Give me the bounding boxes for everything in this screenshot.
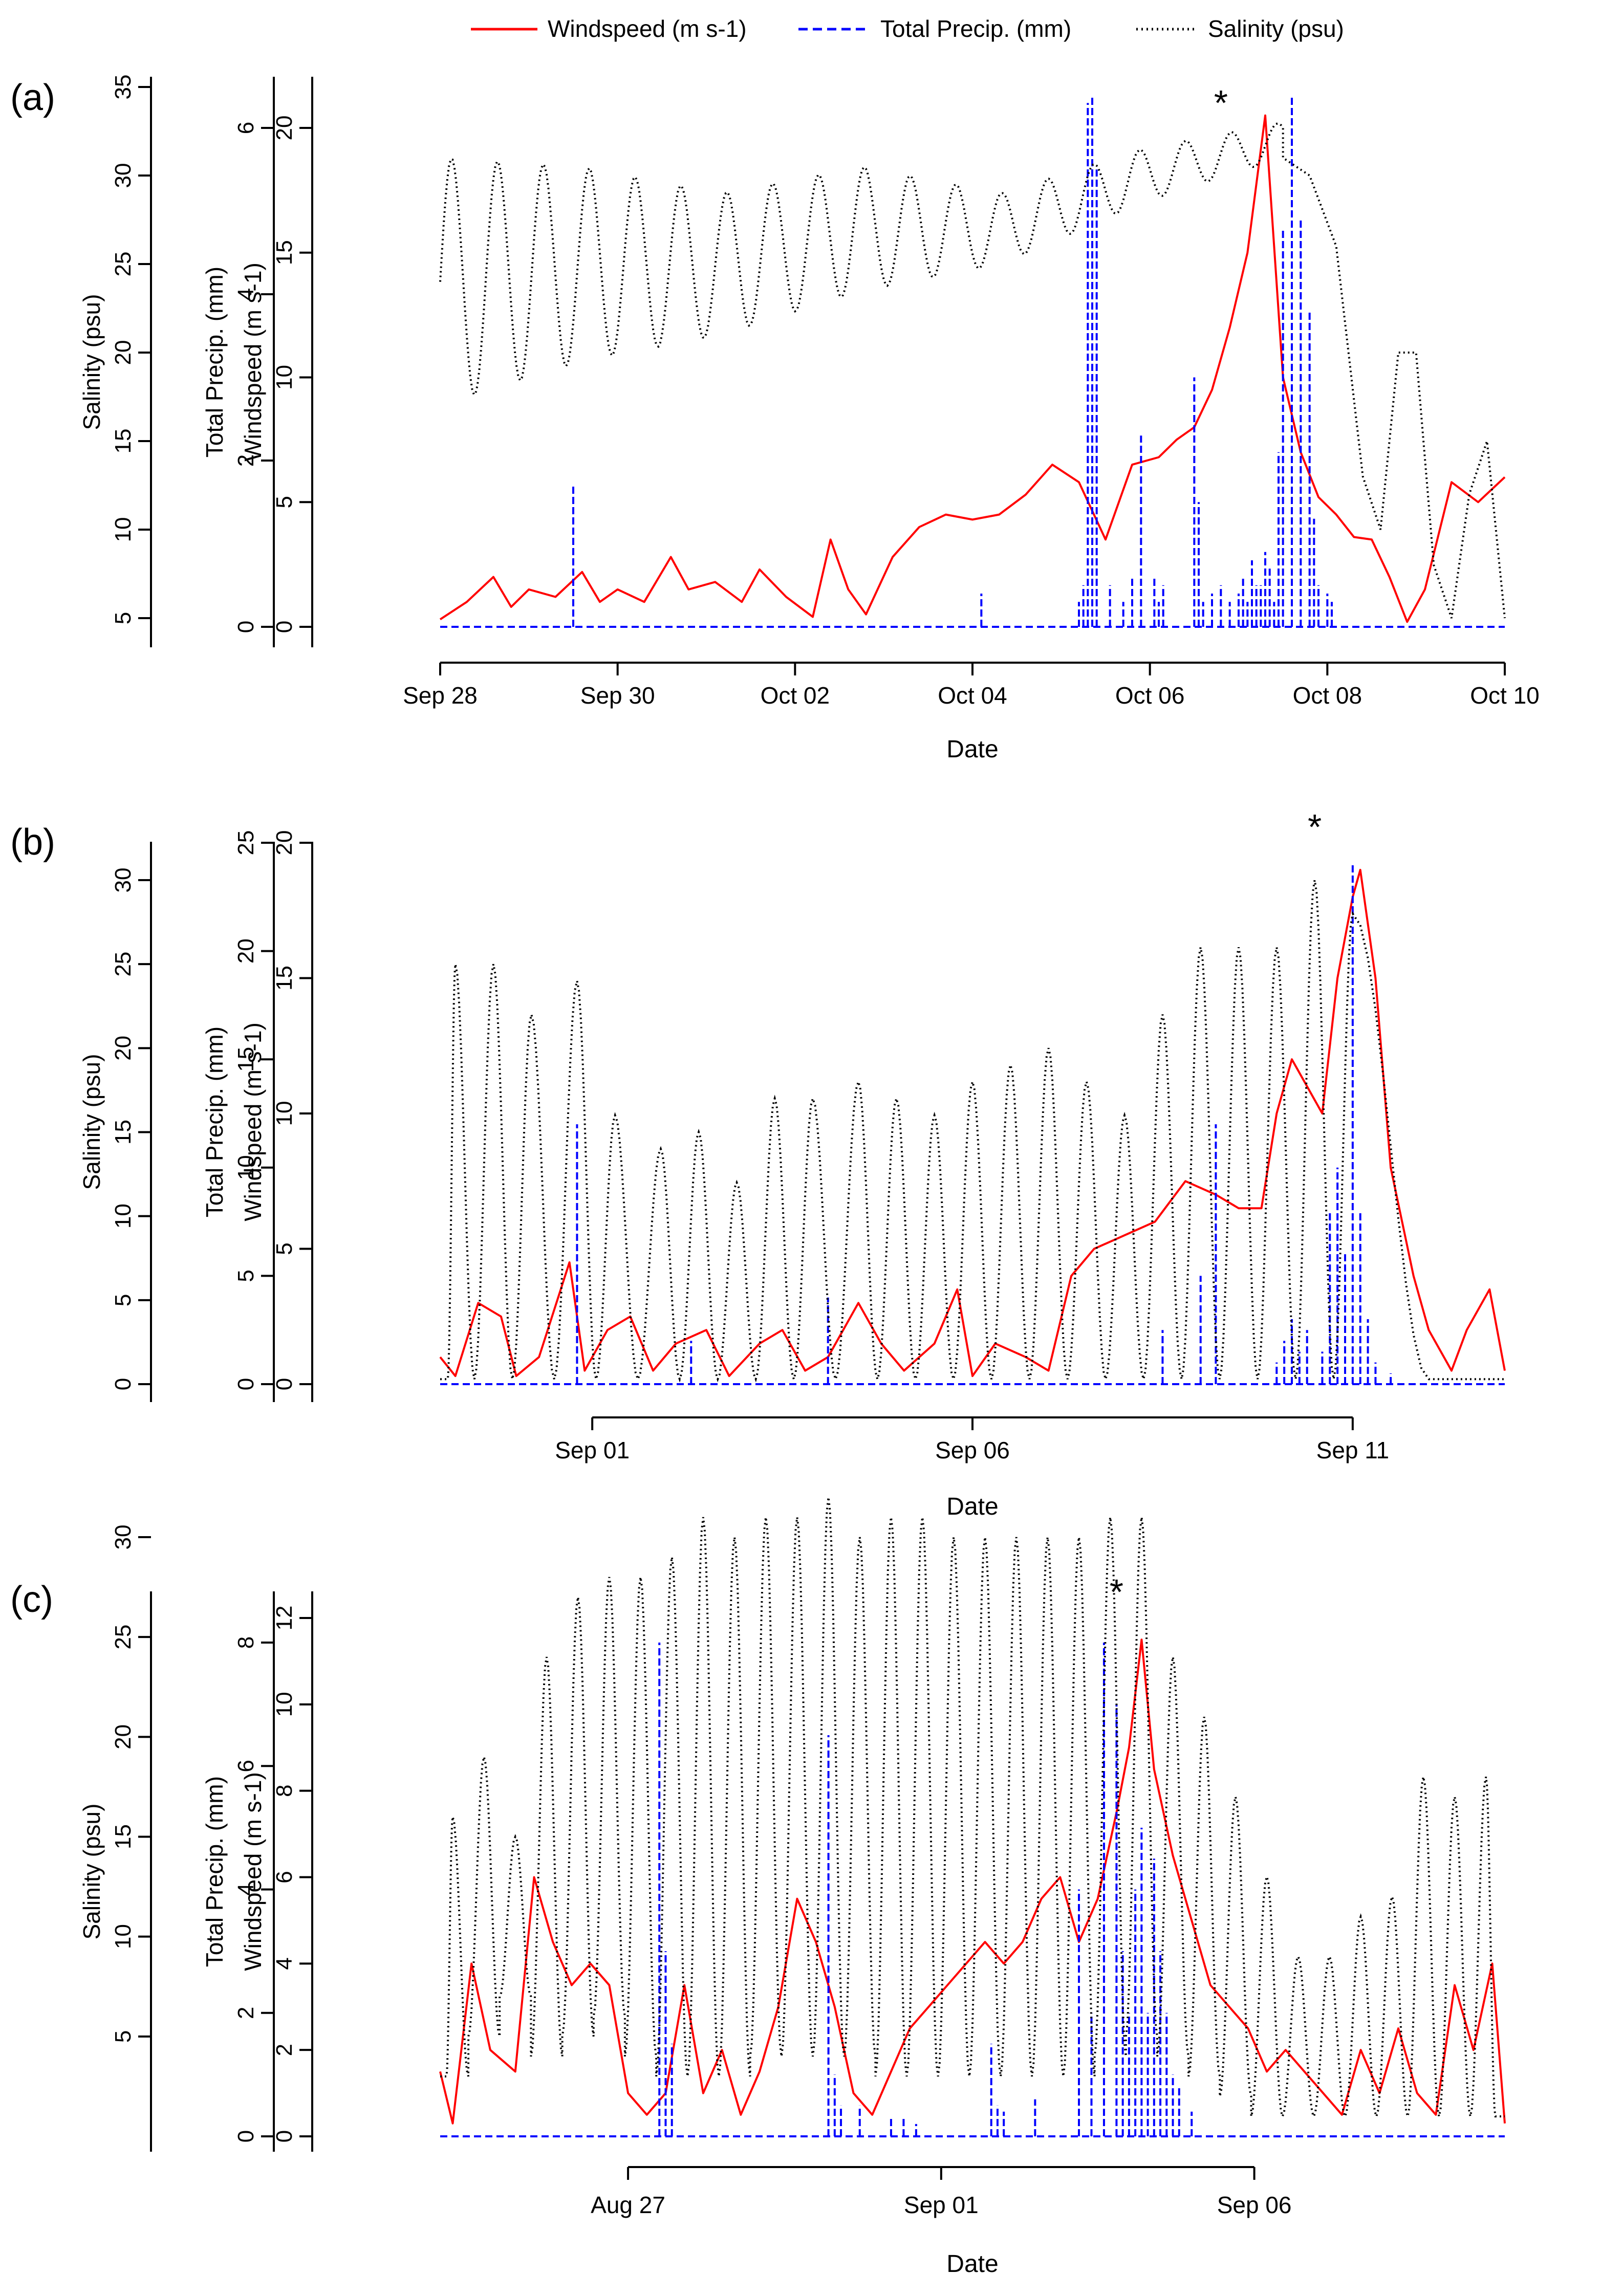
panel-label: (c)	[10, 1579, 53, 1620]
salinity-axis-tick-label: 20	[111, 1724, 136, 1750]
wind-axis-title: Windspeed (m s-1)	[240, 263, 266, 462]
annotation-star: *	[1214, 83, 1228, 123]
precip-axis-tick-label: 6	[233, 1760, 258, 1772]
wind-axis-title: Windspeed (m s-1)	[240, 1772, 266, 1971]
precip-axis-tick-label: 15	[233, 1047, 258, 1072]
annotation-star: *	[1308, 807, 1322, 847]
precip-axis-tick-label: 2	[233, 2007, 258, 2019]
panel-b: (b) Sep 01 Sep 06 Sep 11 Date 0 5 10 15 20 Windspe…	[10, 807, 1506, 1520]
wind-axis-tick-label: 5	[272, 1242, 297, 1255]
x-tick-label: Aug 27	[591, 2192, 665, 2218]
wind-axis-tick-label: 15	[272, 240, 297, 265]
salinity-line	[440, 1497, 1505, 2120]
salinity-axis-title: Salinity (psu)	[78, 1804, 105, 1940]
salinity-axis-title: Salinity (psu)	[78, 294, 105, 430]
precip-axis-tick-label: 0	[233, 1378, 258, 1390]
wind-axis-tick-label: 10	[272, 1692, 297, 1717]
wind-axis-tick-label: 4	[272, 1957, 297, 1970]
salinity-axis-tick-label: 35	[111, 75, 136, 100]
salinity-axis-tick-label: 20	[111, 1036, 136, 1061]
panel-label: (b)	[10, 822, 55, 863]
x-tick-label: Sep 06	[1217, 2192, 1292, 2218]
precip-axis-tick-label: 4	[233, 288, 258, 300]
wind-axis-tick-label: 2	[272, 2044, 297, 2056]
precip-axis-tick-label: 2	[233, 454, 258, 467]
panel-c: (c) Aug 27 Sep 01 Sep 06 Date 0 2 4 6 8 10 12 Windsp…	[10, 1497, 1506, 2278]
salinity-axis-tick-label: 0	[111, 1378, 136, 1390]
legend-salinity-label: Salinity (psu)	[1208, 15, 1344, 42]
windspeed-line	[439, 1638, 1506, 2125]
legend: Windspeed (m s-1) Total Precip. (mm) Sal…	[471, 15, 1344, 42]
salinity-axis-tick-label: 5	[111, 1294, 136, 1306]
salinity-axis-title: Salinity (psu)	[78, 1054, 105, 1190]
precip-axis-tick-label: 6	[233, 122, 258, 134]
wind-axis-tick-label: 20	[272, 830, 297, 856]
precip-axis-title: Total Precip. (mm)	[201, 1776, 228, 1967]
x-axis-title: Date	[946, 736, 998, 763]
wind-axis-tick-label: 6	[272, 1871, 297, 1883]
salinity-axis-tick-label: 15	[111, 1120, 136, 1145]
salinity-axis-tick-label: 15	[111, 429, 136, 454]
wind-axis-tick-label: 8	[272, 1784, 297, 1797]
panel-label: (a)	[10, 77, 55, 118]
salinity-axis-tick-label: 10	[111, 1924, 136, 1949]
salinity-line	[439, 122, 1506, 619]
x-tick-label: Sep 11	[1316, 1437, 1389, 1463]
salinity-axis-tick-label: 30	[111, 163, 136, 188]
wind-axis-title: Windspeed (m s-1)	[240, 1022, 266, 1221]
x-tick-label: Sep 06	[935, 1437, 1010, 1463]
panel-a: (a) Sep 28 Sep 30 Oct 02 Oct 04 Oct 06 Oct 08 O…	[10, 75, 1540, 763]
salinity-axis-tick-label: 5	[111, 612, 136, 624]
wind-axis-tick-label: 0	[272, 2130, 297, 2142]
wind-axis-tick-label: 12	[272, 1606, 297, 1631]
wind-axis-tick-label: 5	[272, 496, 297, 508]
x-tick-label: Oct 04	[938, 682, 1007, 709]
wind-axis-tick-label: 10	[272, 1101, 297, 1126]
precip-axis-title: Total Precip. (mm)	[201, 267, 228, 457]
legend-precip-label: Total Precip. (mm)	[880, 15, 1071, 42]
wind-axis-tick-label: 15	[272, 966, 297, 991]
legend-wind-label: Windspeed (m s-1)	[548, 15, 747, 42]
x-tick-label: Oct 08	[1293, 682, 1362, 709]
salinity-axis-tick-label: 5	[111, 2030, 136, 2043]
x-tick-label: Oct 06	[1115, 682, 1185, 709]
salinity-axis-tick-label: 10	[111, 1204, 136, 1229]
precip-axis-tick-label: 25	[233, 830, 258, 856]
wind-axis-tick-label: 10	[272, 365, 297, 390]
salinity-axis-tick-label: 25	[111, 952, 136, 977]
precip-axis-title: Total Precip. (mm)	[201, 1026, 228, 1217]
wind-axis-tick-label: 0	[272, 621, 297, 633]
x-axis-title: Date	[946, 2250, 998, 2278]
x-tick-label: Sep 30	[580, 682, 655, 709]
x-tick-label: Sep 01	[555, 1437, 630, 1463]
salinity-axis-tick-label: 25	[111, 252, 136, 277]
salinity-line	[440, 880, 1505, 1383]
precip-axis-tick-label: 0	[233, 621, 258, 633]
salinity-axis-tick-label: 25	[111, 1625, 136, 1650]
precip-axis-tick-label: 8	[233, 1636, 258, 1649]
salinity-axis-tick-label: 30	[111, 1525, 136, 1550]
x-tick-label: Oct 10	[1470, 682, 1540, 709]
x-tick-label: Sep 28	[403, 682, 478, 709]
salinity-axis-tick-label: 30	[111, 868, 136, 893]
wind-axis-tick-label: 20	[272, 116, 297, 141]
x-tick-label: Sep 01	[904, 2192, 979, 2218]
salinity-axis-tick-label: 20	[111, 340, 136, 365]
wind-axis-tick-label: 0	[272, 1378, 297, 1390]
windspeed-line	[439, 114, 1506, 623]
precip-axis-tick-label: 0	[233, 2130, 258, 2142]
precip-axis-tick-label: 10	[233, 1155, 258, 1180]
x-axis-title: Date	[946, 1493, 998, 1520]
precip-axis-tick-label: 5	[233, 1270, 258, 1282]
precip-axis-tick-label: 20	[233, 938, 258, 964]
salinity-axis-tick-label: 10	[111, 517, 136, 542]
precip-axis-tick-label: 4	[233, 1883, 258, 1895]
salinity-axis-tick-label: 15	[111, 1824, 136, 1849]
windspeed-line	[439, 868, 1506, 1377]
annotation-star: *	[1110, 1572, 1123, 1612]
x-tick-label: Oct 02	[761, 682, 830, 709]
